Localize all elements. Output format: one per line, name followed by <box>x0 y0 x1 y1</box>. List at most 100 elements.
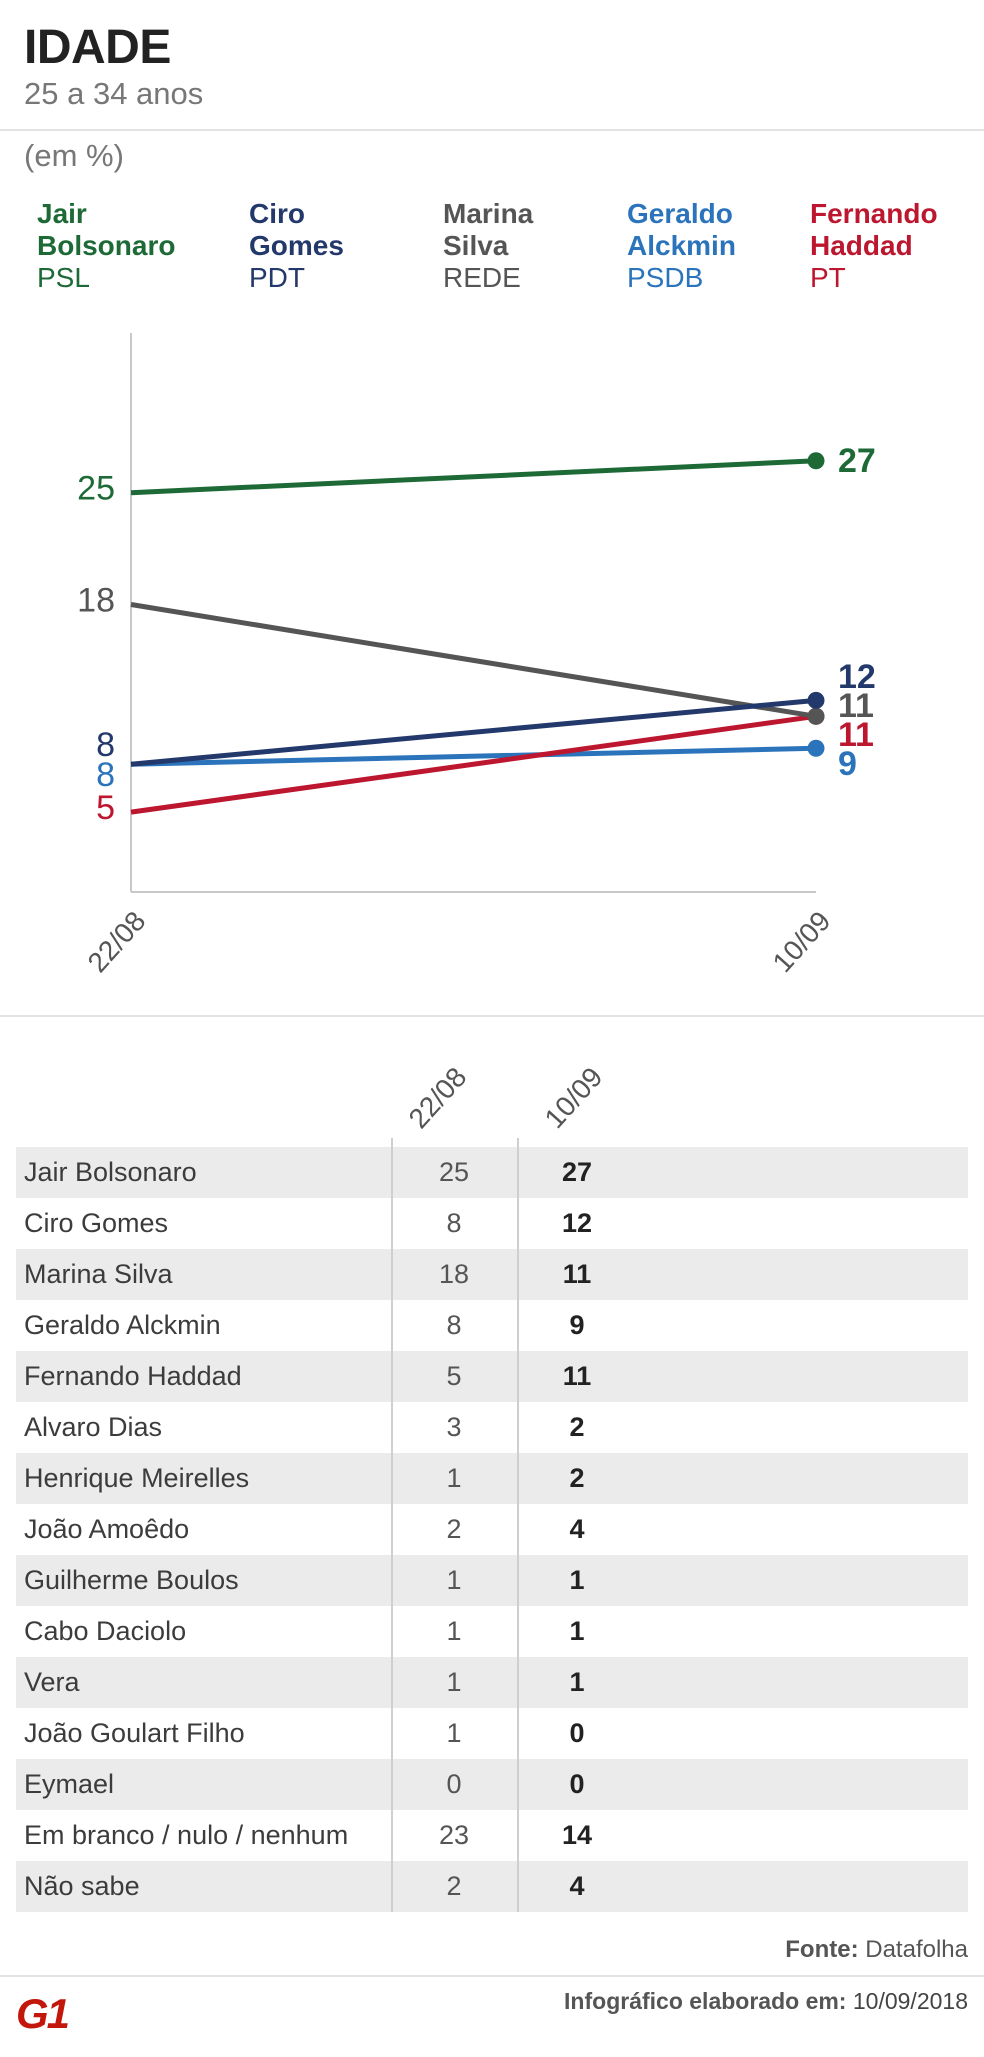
value-22-08: 1 <box>446 1463 462 1493</box>
source-label: Fonte: <box>785 1936 859 1963</box>
value-10-09: 4 <box>569 1871 585 1901</box>
value-10-09: 0 <box>569 1769 585 1799</box>
end-point-ciro-gomes <box>807 691 825 709</box>
end-point-jair-bolsonaro <box>807 452 825 470</box>
value-10-09: 0 <box>569 1718 585 1748</box>
table-row: João Amoêdo 2 4 <box>16 1504 968 1555</box>
row-label: Alvaro Dias <box>24 1412 163 1442</box>
table-row: Geraldo Alckmin 8 9 <box>16 1300 968 1351</box>
series-line-fernando-haddad <box>130 713 817 815</box>
row-label: Marina Silva <box>24 1259 173 1289</box>
value-22-08: 18 <box>438 1259 470 1289</box>
series-line-ciro-gomes <box>130 697 817 767</box>
row-label: Jair Bolsonaro <box>24 1157 197 1187</box>
column-divider <box>391 1138 393 1912</box>
row-label: Eymael <box>24 1769 115 1799</box>
start-value-label-fernando-haddad: 5 <box>96 789 115 827</box>
header-divider <box>0 129 984 131</box>
start-value-label-marina-silva: 18 <box>77 582 115 620</box>
value-10-09: 4 <box>569 1514 585 1544</box>
legend-item-fernando-haddad: Fernando Haddad PT <box>810 198 938 294</box>
x-axis-tick-labels: 22/08 10/09 <box>82 905 837 978</box>
value-22-08: 1 <box>446 1718 462 1748</box>
table-row: Henrique Meirelles 1 2 <box>16 1453 968 1504</box>
value-22-08: 8 <box>446 1208 462 1238</box>
row-label: Guilherme Boulos <box>24 1565 239 1595</box>
value-10-09: 11 <box>562 1361 592 1391</box>
end-point-geraldo-alckmin <box>807 739 825 757</box>
value-10-09: 2 <box>569 1412 585 1442</box>
end-value-label-jair-bolsonaro: 27 <box>838 442 876 480</box>
value-22-08: 1 <box>446 1565 462 1595</box>
footer-divider <box>0 1975 984 1977</box>
row-label: Em branco / nulo / nenhum <box>24 1820 349 1850</box>
legend-party: PSL <box>37 262 90 293</box>
series-end-points <box>807 452 825 757</box>
value-22-08: 23 <box>438 1820 470 1850</box>
unit-note: (em %) <box>24 138 124 173</box>
row-label: João Amoêdo <box>24 1514 190 1544</box>
row-label: Henrique Meirelles <box>24 1463 250 1493</box>
row-label: Geraldo Alckmin <box>24 1310 221 1340</box>
g1-logo: G1 <box>16 1990 71 2036</box>
value-22-08: 25 <box>438 1157 470 1187</box>
table-row: Alvaro Dias 3 2 <box>16 1402 968 1453</box>
value-22-08: 8 <box>446 1310 462 1340</box>
results-table: Jair Bolsonaro 25 27 Ciro Gomes 8 12 Marina Si… <box>16 1138 968 1912</box>
legend-item-marina-silva: Marina Silva REDE <box>443 198 533 294</box>
page-title: IDADE <box>24 21 171 74</box>
credit-note: Infográfico elaborado em: 10/09/2018 <box>564 1990 968 2013</box>
value-10-09: 2 <box>569 1463 585 1493</box>
end-point-marina-silva <box>807 707 825 725</box>
value-10-09: 1 <box>569 1565 585 1595</box>
table-column-header-22-08: 22/08 <box>403 1061 473 1134</box>
table-row: Marina Silva 18 11 <box>16 1249 968 1300</box>
table-row: Vera 1 1 <box>16 1657 968 1708</box>
value-22-08: 0 <box>446 1769 462 1799</box>
value-22-08: 2 <box>446 1514 462 1544</box>
legend-party: PDT <box>249 262 305 293</box>
value-10-09: 11 <box>562 1259 592 1289</box>
start-value-label-ciro-gomes: 8 <box>96 726 115 764</box>
value-10-09: 12 <box>561 1208 593 1238</box>
source-name: Datafolha <box>865 1936 968 1963</box>
row-label: Ciro Gomes <box>24 1208 169 1238</box>
table-column-header-10-09: 10/09 <box>539 1061 609 1134</box>
legend-item-jair-bolsonaro: Jair Bolsonaro PSL <box>37 198 175 294</box>
value-22-08: 3 <box>446 1412 462 1442</box>
row-label: Vera <box>24 1667 80 1697</box>
end-value-label-geraldo-alckmin: 9 <box>838 745 857 783</box>
table-row: Fernando Haddad 5 11 <box>16 1351 968 1402</box>
value-10-09: 1 <box>569 1616 585 1646</box>
value-22-08: 2 <box>446 1871 462 1901</box>
column-divider <box>517 1138 519 1912</box>
legend-item-geraldo-alckmin: Geraldo Alckmin PSDB <box>627 198 736 294</box>
series-line-jair-bolsonaro <box>130 458 817 496</box>
legend-party: REDE <box>443 262 521 293</box>
table-row: Jair Bolsonaro 25 27 <box>16 1147 968 1198</box>
x-tick-label-10-09: 10/09 <box>767 905 837 978</box>
table-row: João Goulart Filho 1 0 <box>16 1708 968 1759</box>
legend-candidate-name: Jair Bolsonaro <box>37 198 176 261</box>
series-lines <box>130 458 817 815</box>
end-value-label-ciro-gomes: 12 <box>838 658 876 696</box>
legend-party: PSDB <box>627 262 704 293</box>
start-value-label-geraldo-alckmin: 8 <box>96 756 115 794</box>
table-row: Não sabe 2 4 <box>16 1861 968 1912</box>
legend-item-ciro-gomes: Ciro Gomes PDT <box>249 198 344 294</box>
value-10-09: 9 <box>569 1310 585 1340</box>
legend-candidate-name: Marina Silva <box>443 198 534 261</box>
table-row: Em branco / nulo / nenhum 23 14 <box>16 1810 968 1861</box>
value-10-09: 27 <box>561 1157 593 1187</box>
table-row: Eymael 0 0 <box>16 1759 968 1810</box>
table-row: Guilherme Boulos 1 1 <box>16 1555 968 1606</box>
value-22-08: 1 <box>446 1616 462 1646</box>
legend-party: PT <box>810 262 846 293</box>
page-subtitle: 25 a 34 anos <box>24 76 204 111</box>
credit-label: Infográfico elaborado em: <box>564 1988 847 2014</box>
legend-candidate-name: Ciro Gomes <box>249 198 344 261</box>
table-row: Ciro Gomes 8 12 <box>16 1198 968 1249</box>
legend-candidate-name: Geraldo Alckmin <box>627 198 736 261</box>
